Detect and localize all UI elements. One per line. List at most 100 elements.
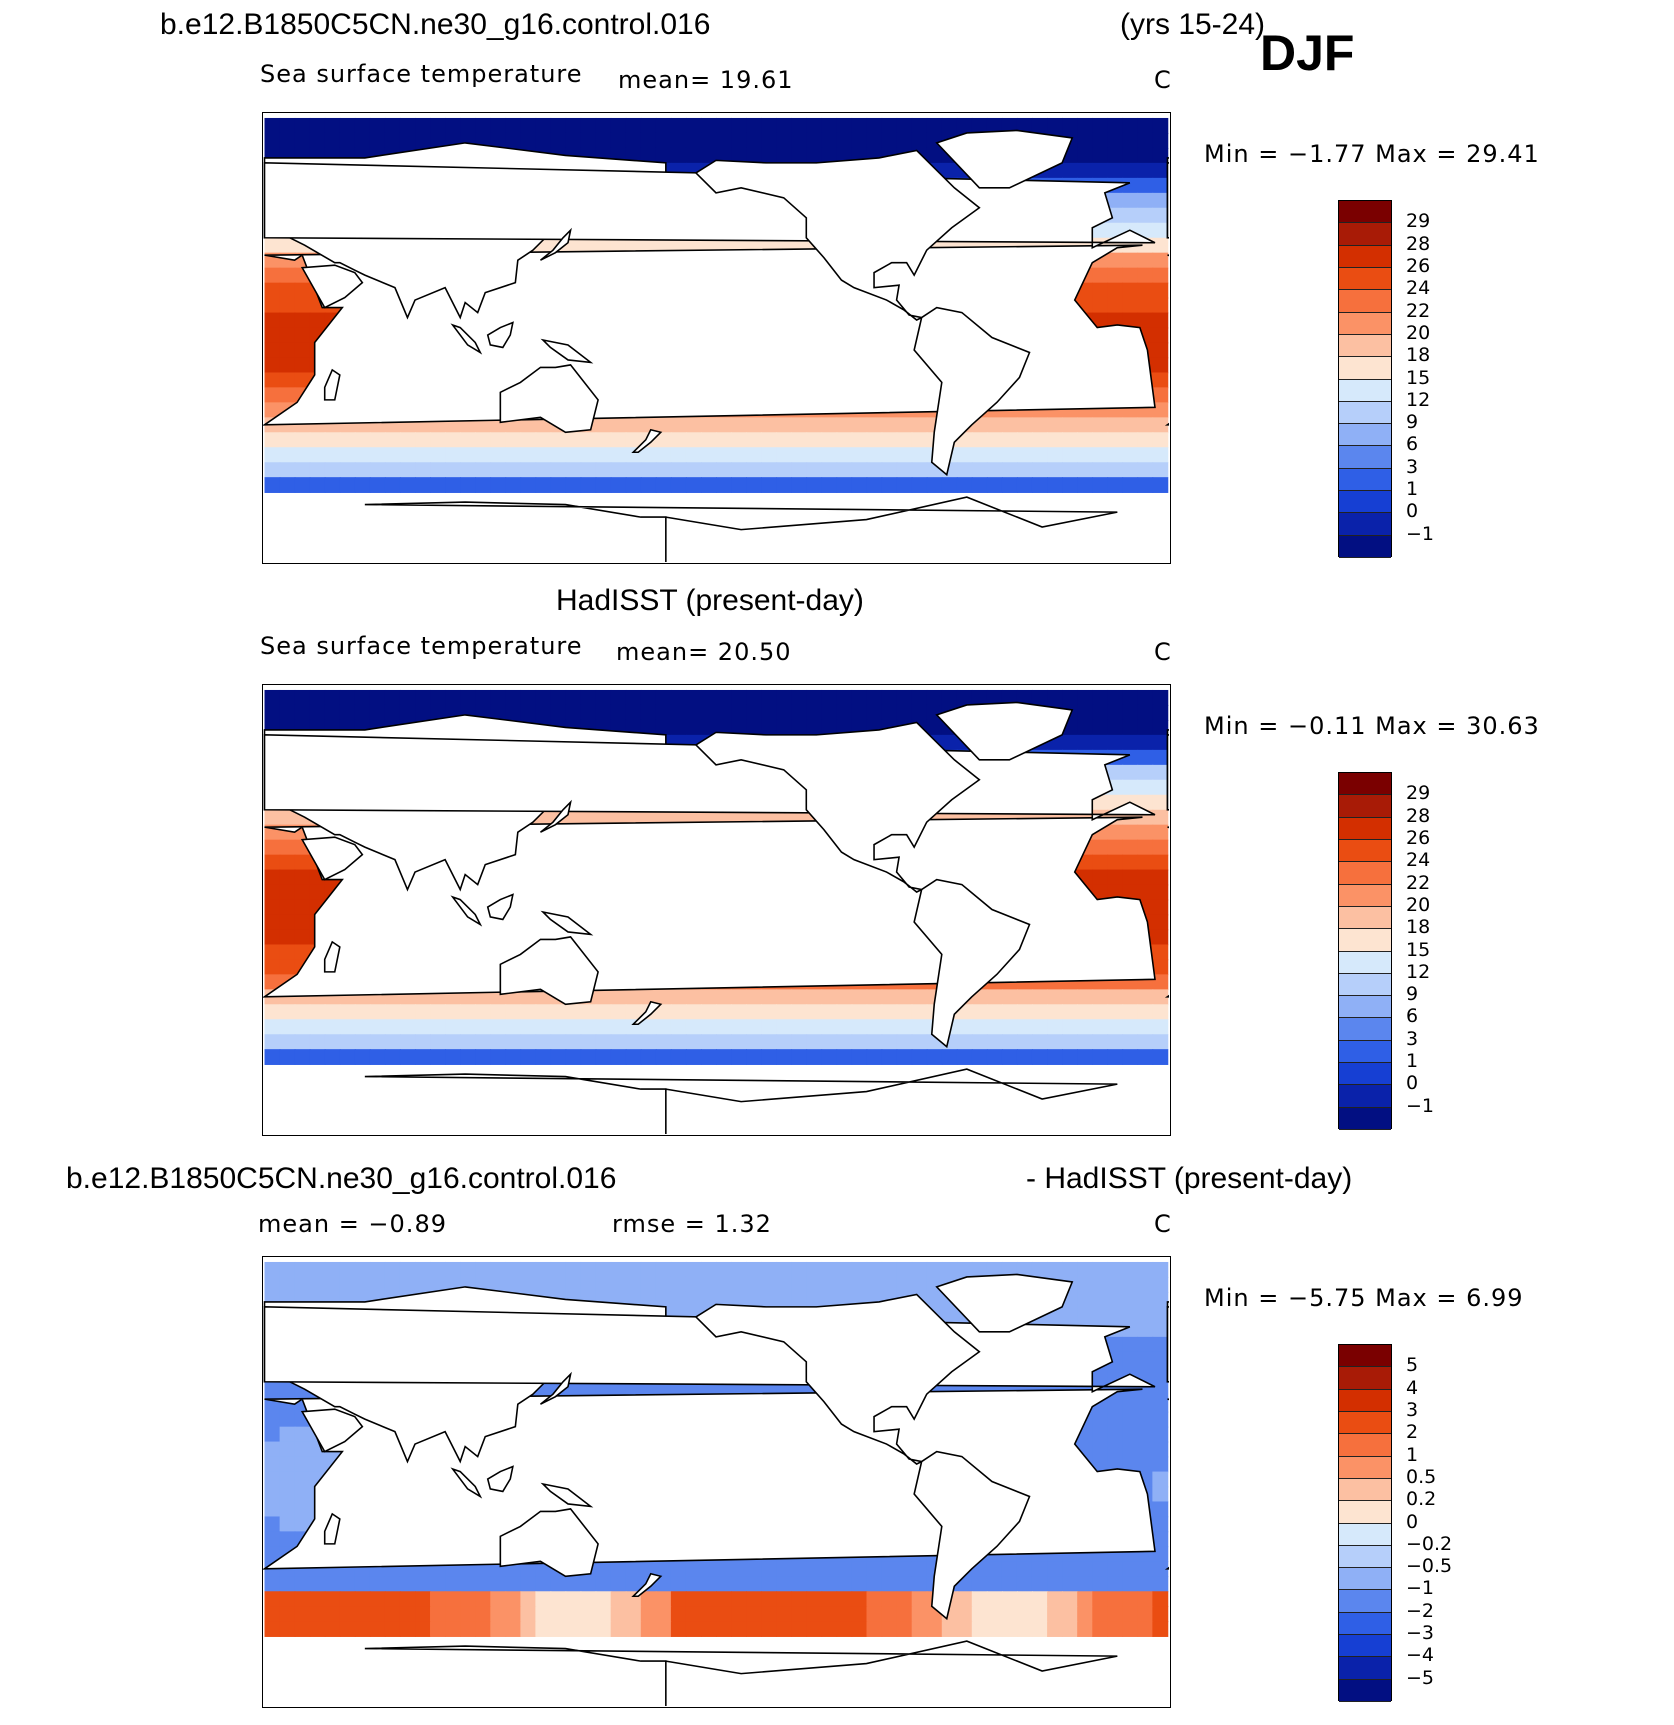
field-cell: [1137, 1291, 1154, 1308]
field-cell: [324, 1276, 341, 1293]
field-cell: [1092, 1411, 1109, 1428]
field-cell: [746, 1621, 762, 1637]
field-cell: [580, 1261, 597, 1278]
colorbar-swatch: [1339, 312, 1391, 335]
field-cell: [896, 132, 913, 149]
field-cell: [1152, 719, 1169, 736]
field-cell: [535, 1276, 552, 1293]
field-cell: [294, 1501, 311, 1518]
colorbar-label: 26: [1406, 254, 1431, 277]
field-cell: [986, 1004, 1003, 1021]
field-cell: [550, 1591, 567, 1608]
colorbar-label: 6: [1406, 1005, 1419, 1028]
field-cell: [761, 132, 778, 149]
field-cell: [926, 1291, 943, 1308]
field-cell: [505, 1606, 522, 1623]
field-cell: [716, 1261, 732, 1278]
field-cell: [1031, 1576, 1048, 1593]
field-cell: [505, 1049, 522, 1065]
field-cell: [640, 462, 657, 479]
field-cell: [1122, 477, 1139, 493]
field-cell: [1047, 1591, 1063, 1608]
land-outline: [631, 428, 663, 454]
field-cell: [625, 1004, 642, 1021]
field-cell: [1016, 417, 1033, 434]
field-cell: [1122, 177, 1139, 194]
field-cell: [836, 1276, 853, 1293]
field-cell: [1152, 1034, 1169, 1051]
colorbar-label: 29: [1406, 782, 1431, 805]
field-cell: [1137, 1306, 1154, 1323]
field-cell: [685, 1019, 702, 1036]
field-cell: [866, 417, 883, 434]
field-cell: [911, 462, 928, 479]
field-cell: [1092, 222, 1109, 239]
field-cell: [836, 1591, 853, 1608]
field-cell: [1092, 1276, 1109, 1293]
field-cell: [1122, 779, 1139, 796]
land-outline: [300, 264, 364, 309]
colorbar-swatch: [1339, 1063, 1391, 1086]
field-cell: [911, 417, 928, 434]
field-cell: [279, 1049, 296, 1065]
field-cell: [1092, 477, 1109, 493]
field-cell: [1107, 1019, 1124, 1036]
field-cell: [384, 132, 401, 149]
field-cell: [881, 689, 898, 706]
field-cell: [685, 1561, 702, 1578]
field-cell: [1092, 1049, 1109, 1065]
field-cell: [655, 477, 672, 493]
colorbar-swatch: [1339, 245, 1391, 268]
field-cell: [565, 1381, 582, 1398]
field-cell: [610, 1576, 627, 1593]
colorbar-swatch: [1339, 379, 1391, 402]
field-cell: [324, 477, 341, 493]
field-cell: [926, 147, 943, 164]
field-cell: [445, 1606, 462, 1623]
land-outline: [323, 1512, 341, 1545]
field-cell: [1107, 1621, 1124, 1637]
field-cell: [670, 689, 687, 706]
field-cell: [896, 1606, 913, 1623]
field-cell: [264, 357, 281, 374]
field-cell: [1062, 1576, 1078, 1593]
field-cell: [1152, 237, 1169, 254]
field-cell: [1137, 1576, 1154, 1593]
field-cell: [1137, 1411, 1154, 1428]
field-cell: [1092, 854, 1109, 871]
field-cell: [1122, 869, 1139, 886]
field-cell: [685, 462, 702, 479]
field-cell: [1092, 1004, 1109, 1021]
field-cell: [1152, 1531, 1169, 1548]
field-cell: [881, 432, 898, 449]
field-cell: [776, 689, 793, 706]
field-cell: [1122, 117, 1139, 134]
field-cell: [445, 462, 462, 479]
field-cell: [670, 417, 687, 434]
field-cell: [339, 432, 356, 449]
field-cell: [279, 944, 296, 961]
field-cell: [881, 1049, 898, 1065]
field-cell: [791, 132, 808, 149]
field-cell: [1016, 1606, 1033, 1623]
colorbar-label: 0.2: [1406, 1488, 1437, 1511]
field-cell: [294, 1004, 311, 1021]
field-cell: [806, 417, 823, 434]
field-cell: [535, 689, 552, 706]
colorbar-label: 26: [1406, 826, 1431, 849]
field-cell: [971, 117, 988, 134]
field-cell: [550, 1621, 567, 1637]
field-cell: [716, 477, 732, 493]
field-cell: [881, 1276, 898, 1293]
field-cell: [505, 704, 522, 721]
field-cell: [640, 1291, 657, 1308]
colorbar-label: −2: [1406, 1599, 1435, 1622]
field-cell: [866, 1019, 883, 1036]
field-cell: [836, 1561, 853, 1578]
field-cell: [520, 1019, 537, 1036]
field-cell: [264, 1276, 281, 1293]
field-cell: [1092, 989, 1109, 1006]
field-cell: [1077, 1291, 1094, 1308]
field-cell: [1152, 267, 1169, 284]
field-cell: [685, 704, 702, 721]
